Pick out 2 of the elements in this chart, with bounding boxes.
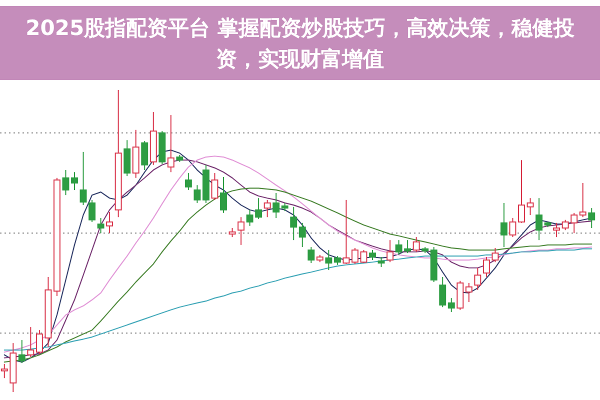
chart-title: 2025股指配资平台 掌握配资炒股技巧，高效决策，稳健投资，实现财富增值 [26,16,576,72]
title: 2025股指配资平台 掌握配资炒股技巧，高效决策，稳健投资，实现财富增值 [0,6,600,80]
